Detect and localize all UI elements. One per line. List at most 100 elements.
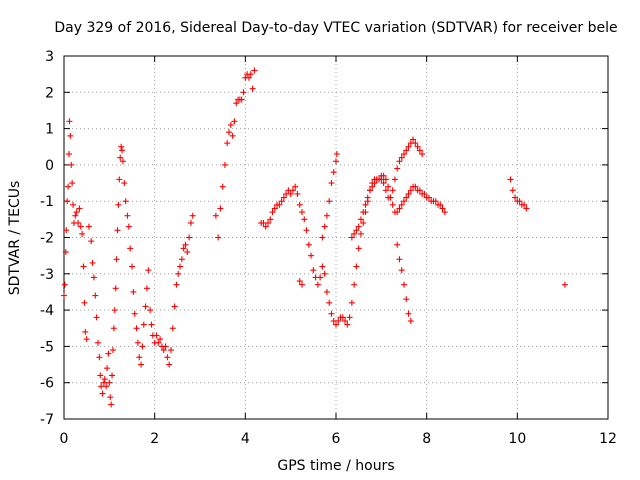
data-point: [121, 180, 128, 187]
data-point: [221, 161, 228, 168]
data-point: [416, 187, 423, 194]
data-point: [116, 176, 123, 183]
data-point: [134, 339, 141, 346]
data-point: [380, 180, 387, 187]
data-point: [63, 227, 70, 234]
data-point: [122, 198, 129, 205]
data-point: [119, 147, 126, 154]
data-point: [212, 212, 219, 219]
data-point: [403, 194, 410, 201]
data-point: [106, 379, 113, 386]
data-point: [421, 190, 428, 197]
data-point: [353, 263, 360, 270]
data-point: [92, 292, 99, 299]
data-point: [296, 278, 303, 285]
data-point: [333, 321, 339, 328]
data-point: [355, 245, 362, 252]
data-point: [403, 296, 410, 303]
data-point: [153, 332, 160, 339]
data-point: [160, 347, 167, 354]
data-point: [88, 238, 95, 245]
data-point: [143, 285, 150, 292]
data-point: [247, 71, 254, 78]
data-point: [308, 252, 315, 259]
data-point: [180, 245, 187, 252]
data-point: [238, 96, 245, 103]
data-point: [319, 263, 326, 270]
data-point: [382, 187, 389, 194]
data-point: [507, 176, 514, 183]
data-point: [348, 234, 355, 241]
data-point: [344, 321, 351, 328]
data-point: [240, 89, 247, 96]
x-tick-label: 8: [422, 431, 431, 447]
data-point: [317, 274, 324, 281]
data-point: [138, 361, 145, 368]
data-point: [166, 361, 173, 368]
data-point: [439, 205, 446, 212]
data-point: [105, 350, 112, 357]
data-point: [110, 325, 117, 332]
data-point: [385, 183, 392, 190]
data-point: [175, 270, 182, 277]
data-point: [125, 223, 132, 230]
data-point: [249, 85, 256, 92]
data-point: [127, 245, 134, 252]
chart-title: Day 329 of 2016, Sidereal Day-to-day VTE…: [54, 20, 617, 36]
data-point: [177, 263, 184, 270]
data-point: [339, 314, 346, 321]
data-point: [107, 394, 114, 401]
data-point: [321, 270, 328, 277]
data-point: [219, 183, 226, 190]
data-point: [76, 205, 83, 212]
data-point: [109, 347, 116, 354]
data-point: [296, 201, 303, 208]
data-point: [64, 198, 71, 205]
x-tick-label: 10: [508, 431, 526, 447]
data-point: [217, 205, 224, 212]
data-point: [148, 321, 155, 328]
data-point: [61, 281, 68, 288]
data-point: [169, 325, 176, 332]
data-point: [229, 132, 236, 139]
data-point: [289, 187, 296, 194]
data-point: [512, 194, 519, 201]
data-point: [396, 256, 403, 263]
data-point: [353, 227, 360, 234]
data-point: [357, 230, 364, 237]
data-point: [89, 259, 96, 266]
data-point: [412, 183, 419, 190]
data-point: [362, 201, 369, 208]
x-tick-label: 6: [332, 431, 341, 447]
y-tick-label: -1: [40, 194, 54, 210]
y-tick-label: 3: [45, 49, 54, 65]
data-point: [561, 281, 568, 288]
data-point: [364, 194, 371, 201]
data-point: [142, 303, 149, 310]
data-point: [124, 212, 131, 219]
data-point: [394, 241, 401, 248]
data-point: [77, 223, 84, 230]
data-point: [351, 230, 358, 237]
data-point: [117, 154, 124, 161]
data-point: [299, 281, 305, 288]
data-point: [111, 307, 118, 314]
data-point: [93, 314, 100, 321]
data-point: [140, 321, 147, 328]
y-tick-label: -4: [40, 303, 54, 319]
data-point: [405, 143, 412, 150]
data-point: [369, 183, 376, 190]
data-point: [189, 212, 196, 219]
data-point: [360, 209, 367, 216]
data-point: [330, 169, 337, 176]
data-point: [394, 165, 401, 172]
data-point: [262, 223, 269, 230]
data-point: [314, 281, 321, 288]
data-point: [271, 205, 278, 212]
data-point: [113, 256, 120, 263]
data-point: [407, 317, 414, 324]
data-point: [367, 187, 373, 194]
data-point: [65, 183, 72, 190]
data-point: [167, 347, 174, 354]
